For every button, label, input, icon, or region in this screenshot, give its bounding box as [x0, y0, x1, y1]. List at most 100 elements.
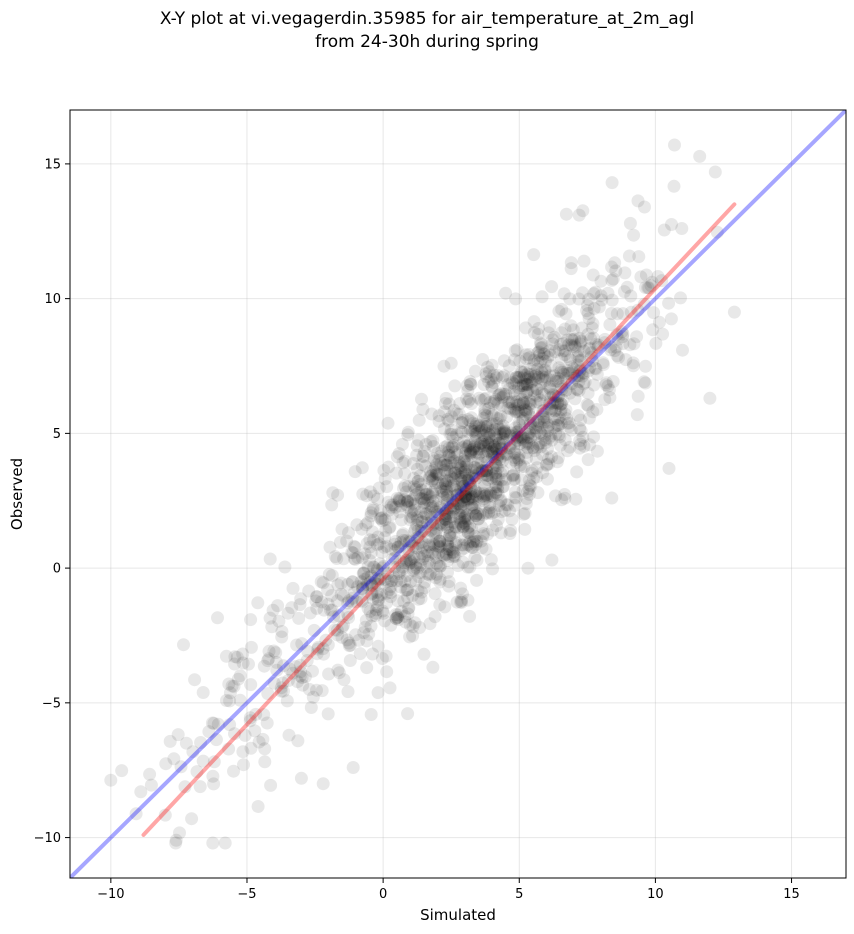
scatter-point: [365, 578, 379, 592]
scatter-point: [371, 600, 384, 613]
scatter-point: [517, 395, 531, 409]
scatter-point: [478, 439, 492, 453]
scatter-point: [244, 678, 258, 692]
scatter-point: [456, 587, 469, 601]
scatter-point: [573, 337, 587, 351]
scatter-point: [503, 527, 517, 540]
scatter-point: [292, 611, 306, 625]
scatter-point: [482, 365, 496, 379]
scatter-point: [454, 470, 468, 484]
scatter-point: [521, 431, 535, 445]
scatter-point: [510, 430, 524, 444]
scatter-point: [506, 473, 520, 487]
scatter-point: [549, 427, 563, 441]
scatter-point: [458, 446, 472, 460]
scatter-point: [492, 436, 506, 450]
scatter-point: [456, 497, 470, 511]
scatter-point: [445, 543, 459, 557]
scatter-point: [322, 567, 336, 581]
scatter-point: [134, 785, 148, 799]
scatter-point: [222, 677, 236, 691]
scatter-point: [317, 647, 331, 661]
scatter-point: [521, 384, 535, 398]
scatter-point: [447, 478, 461, 492]
scatter-point: [368, 576, 382, 590]
scatter-point: [423, 556, 437, 570]
scatter-point: [379, 524, 393, 537]
scatter-point: [541, 452, 555, 466]
scatter-point: [295, 671, 309, 684]
scatter-point: [521, 441, 535, 455]
scatter-point: [498, 426, 512, 440]
scatter-point: [538, 373, 552, 387]
scatter-point: [306, 664, 319, 678]
scatter-point: [456, 466, 469, 480]
scatter-point: [541, 442, 554, 456]
scatter-point: [419, 438, 433, 451]
points-layer: [104, 138, 741, 850]
scatter-point: [630, 330, 644, 344]
scatter-point: [512, 416, 526, 430]
scatter-point: [450, 428, 464, 442]
scatter-point: [479, 391, 493, 405]
scatter-point: [366, 592, 380, 606]
scatter-point: [509, 456, 523, 470]
scatter-point: [423, 505, 437, 519]
scatter-point: [439, 482, 453, 496]
scatter-point: [415, 515, 429, 529]
scatter-point: [437, 405, 451, 419]
scatter-point: [531, 414, 545, 428]
scatter-point: [454, 472, 468, 486]
scatter-point: [489, 470, 503, 484]
scatter-point: [429, 505, 443, 519]
scatter-point: [360, 489, 374, 503]
scatter-point: [328, 550, 342, 564]
scatter-point: [497, 435, 511, 449]
scatter-point: [401, 500, 415, 514]
scatter-point: [605, 273, 619, 287]
scatter-point: [525, 374, 539, 388]
scatter-point: [383, 520, 397, 534]
scatter-point: [227, 679, 241, 693]
scatter-point: [357, 567, 371, 580]
scatter-point: [591, 340, 605, 354]
scatter-point: [458, 517, 472, 531]
scatter-point: [527, 471, 541, 485]
scatter-point: [470, 573, 484, 587]
scatter-point: [411, 536, 425, 550]
scatter-point: [310, 590, 323, 604]
scatter-point: [479, 506, 493, 520]
scatter-point: [489, 431, 503, 445]
scatter-point: [522, 402, 536, 416]
scatter-point: [451, 497, 465, 511]
scatter-point: [484, 489, 498, 503]
scatter-point: [514, 405, 528, 419]
scatter-point: [442, 445, 456, 459]
scatter-point: [448, 455, 462, 469]
scatter-point: [531, 346, 545, 360]
scatter-point: [444, 503, 458, 516]
scatter-point: [511, 434, 525, 447]
scatter-point: [379, 649, 393, 663]
scatter-point: [437, 490, 451, 504]
scatter-point: [442, 542, 456, 556]
scatter-point: [408, 525, 422, 539]
scatter-point: [411, 523, 425, 537]
scatter-point: [437, 517, 451, 531]
scatter-point: [401, 707, 415, 721]
scatter-point: [427, 526, 441, 540]
scatter-point: [421, 554, 435, 568]
scatter-point: [439, 454, 453, 467]
scatter-point: [452, 497, 466, 511]
scatter-point: [402, 557, 416, 571]
scatter-point: [479, 424, 493, 437]
scatter-point: [278, 560, 292, 574]
scatter-point: [441, 554, 455, 567]
scatter-point: [227, 764, 240, 778]
scatter-point: [469, 508, 483, 522]
scatter-point: [399, 498, 413, 512]
scatter-point: [365, 609, 379, 623]
scatter-point: [536, 410, 550, 424]
scatter-point: [289, 660, 303, 674]
scatter-point: [492, 436, 506, 450]
